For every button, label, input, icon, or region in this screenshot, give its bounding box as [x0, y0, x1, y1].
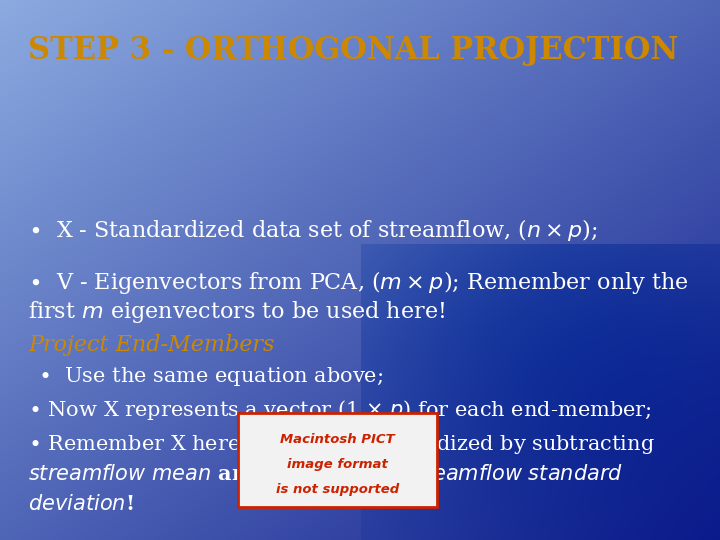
Text: STEP 3 - ORTHOGONAL PROJECTION: STEP 3 - ORTHOGONAL PROJECTION — [28, 35, 678, 66]
Text: $\bullet$  Use the same equation above;: $\bullet$ Use the same equation above; — [38, 366, 383, 388]
FancyBboxPatch shape — [238, 413, 437, 507]
Text: is not supported: is not supported — [276, 483, 399, 496]
Text: $\bullet$ Now X represents a vector (1 $\times$ $p$) for each end-member;: $\bullet$ Now X represents a vector (1 $… — [28, 398, 652, 422]
Text: $\mathit{streamflow\ mean}$ and dividing by $\mathit{streamflow\ standard}$: $\mathit{streamflow\ mean}$ and dividing… — [28, 462, 623, 486]
Text: $\bullet$ Remember X here should be standardized by subtracting: $\bullet$ Remember X here should be stan… — [28, 433, 654, 456]
Text: first $m$ eigenvectors to be used here!: first $m$ eigenvectors to be used here! — [28, 299, 445, 325]
Text: $\bullet$  V - Eigenvectors from PCA, ($m \times p$); Remember only the: $\bullet$ V - Eigenvectors from PCA, ($m… — [28, 268, 688, 295]
Text: $\mathit{deviation}$!: $\mathit{deviation}$! — [28, 494, 133, 514]
Text: image format: image format — [287, 458, 388, 471]
Text: $\bullet$  X - Standardized data set of streamflow, ($n \times p$);: $\bullet$ X - Standardized data set of s… — [28, 217, 598, 243]
Text: Macintosh PICT: Macintosh PICT — [280, 433, 395, 446]
Text: Project End-Members: Project End-Members — [28, 334, 274, 356]
